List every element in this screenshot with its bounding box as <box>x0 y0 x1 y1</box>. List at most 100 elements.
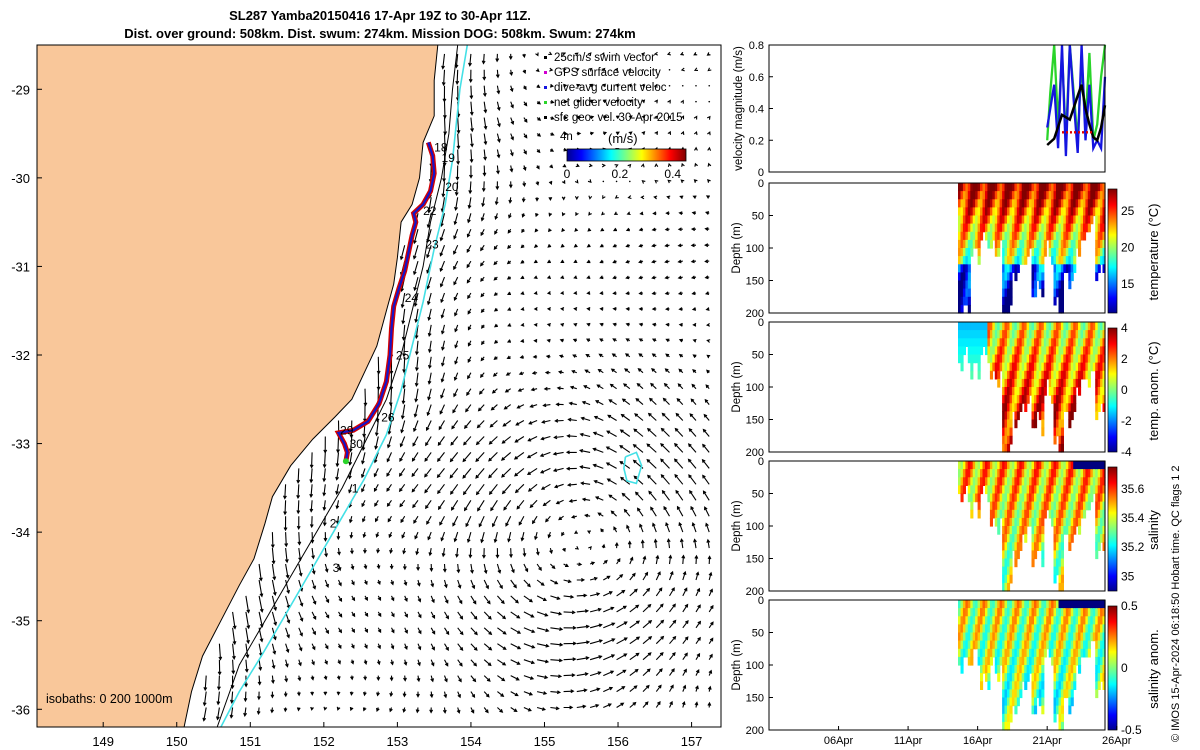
section-cell <box>1009 534 1013 543</box>
current-vector-arrow <box>493 244 498 251</box>
section-cell <box>1004 378 1008 388</box>
section-cell <box>982 469 986 478</box>
current-vector-arrow <box>625 291 630 296</box>
section-cell <box>989 338 993 347</box>
section-cell <box>1060 248 1064 257</box>
section-cell <box>1090 600 1094 609</box>
current-vector-dot <box>615 53 618 55</box>
section-cell <box>987 239 991 249</box>
section-cell <box>1058 469 1062 478</box>
section-cell <box>1060 566 1064 576</box>
current-vector-arrow <box>468 53 472 67</box>
current-vector-arrow <box>513 451 525 460</box>
section-cell <box>1102 387 1106 396</box>
current-vector-arrow <box>402 707 407 713</box>
section-cell <box>1078 338 1082 347</box>
section-cell <box>1063 648 1067 658</box>
current-vector-arrow <box>453 388 459 398</box>
section-cell <box>1009 330 1013 339</box>
section-cell <box>1080 362 1084 372</box>
section-cell <box>1060 550 1064 560</box>
section-cell <box>1058 632 1062 642</box>
current-vector-arrow <box>547 228 552 233</box>
section-cell <box>1063 387 1067 396</box>
current-vector-arrow <box>475 452 485 463</box>
current-vector-arrow <box>463 500 472 512</box>
section-cell <box>1021 509 1025 519</box>
current-vector-arrow <box>519 355 525 359</box>
section-cell <box>958 183 962 192</box>
section-cell <box>1085 346 1089 356</box>
section-cell <box>977 330 981 339</box>
section-cell <box>1065 648 1069 658</box>
section-cell <box>972 493 976 503</box>
section-cell <box>1011 656 1015 666</box>
section-cell <box>1019 624 1023 634</box>
section-cell <box>972 461 976 470</box>
section-cell <box>1043 346 1047 356</box>
section-cell <box>1004 526 1008 535</box>
section-cell <box>1036 648 1040 658</box>
current-vector-arrow <box>426 213 432 229</box>
current-vector-arrow <box>667 130 672 135</box>
section-cell <box>1090 493 1094 503</box>
section-cell <box>1078 183 1082 192</box>
section-cell <box>1038 608 1042 617</box>
current-vector-arrow <box>324 579 329 588</box>
section-cell <box>1007 689 1011 699</box>
current-vector-arrow <box>401 308 406 325</box>
current-vector-arrow <box>612 259 617 264</box>
current-vector-arrow <box>509 165 514 173</box>
current-vector-arrow <box>535 213 539 218</box>
section-cell <box>1014 403 1018 412</box>
current-vector-arrow <box>360 468 366 479</box>
section-cell <box>1041 370 1045 380</box>
current-vector-arrow <box>690 398 697 405</box>
section-cell <box>1058 272 1062 282</box>
current-vector-arrow <box>549 67 554 72</box>
section-cell <box>1041 272 1045 282</box>
section-cell <box>1058 223 1062 233</box>
current-vector-arrow <box>534 228 539 233</box>
current-vector-arrow <box>636 507 644 517</box>
current-vector-arrow <box>558 370 564 375</box>
section-cell <box>1019 517 1023 527</box>
current-vector-arrow <box>523 595 534 603</box>
current-vector-arrow <box>457 611 464 620</box>
section-cell <box>1009 550 1013 560</box>
current-vector-arrow <box>506 355 511 360</box>
section-cell <box>1016 608 1020 617</box>
section-cell <box>982 665 986 674</box>
section-cell <box>1002 215 1006 225</box>
section-cell <box>1026 461 1030 470</box>
section-cell <box>1060 534 1064 543</box>
current-vector-arrow <box>676 505 684 517</box>
current-vector-arrow <box>662 397 670 405</box>
current-vector-arrow <box>510 707 518 713</box>
section-cell <box>1100 517 1104 527</box>
section-cell <box>1048 469 1052 478</box>
section-cell <box>1024 461 1028 470</box>
current-vector-arrow <box>324 611 330 619</box>
current-vector-arrow <box>574 196 579 201</box>
current-vector-arrow <box>563 594 575 599</box>
section-y-axis-label: Depth (m) <box>731 500 743 551</box>
section-cell <box>1056 280 1060 290</box>
current-vector-arrow <box>457 675 462 683</box>
section-cell <box>1053 427 1057 437</box>
section-cell <box>960 330 964 339</box>
section-cell <box>1016 223 1020 233</box>
section-cell <box>1085 207 1089 217</box>
section-cell <box>967 354 971 364</box>
section-cell <box>1078 378 1082 388</box>
section-cell <box>977 362 981 372</box>
section-cell <box>975 239 979 249</box>
section-cell <box>1051 346 1055 356</box>
current-vector-arrow <box>693 179 698 183</box>
current-vector-dot <box>708 84 711 87</box>
current-vector-arrow <box>245 627 250 645</box>
current-vector-arrow <box>550 690 562 695</box>
section-cell <box>1019 681 1023 690</box>
section-cell <box>1031 395 1035 404</box>
current-vector-arrow <box>704 243 710 248</box>
